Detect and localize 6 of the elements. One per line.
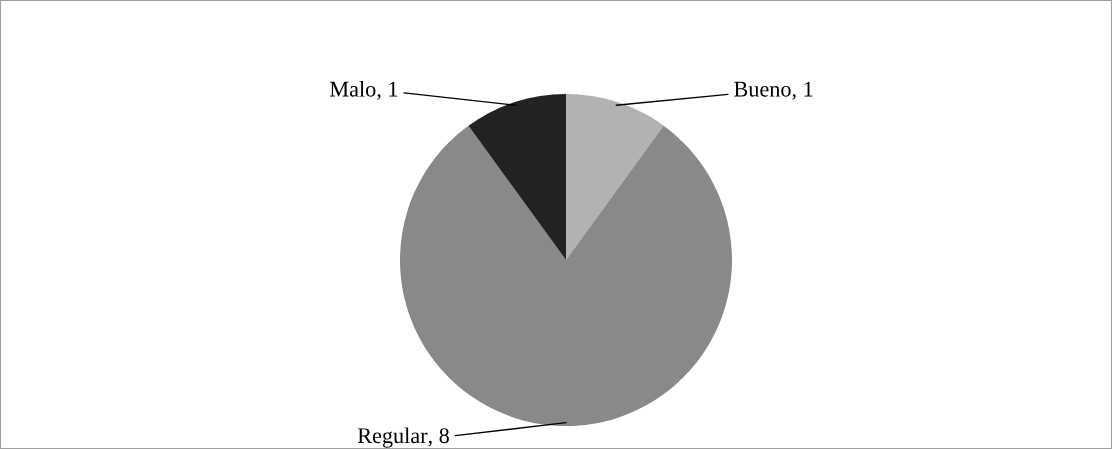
slice-label: Bueno <box>734 81 791 97</box>
slice-label: Regular <box>357 427 428 448</box>
data-label: , 1 <box>792 81 813 100</box>
slice-label: Malo <box>330 81 376 97</box>
data-label: , 8 <box>428 428 449 447</box>
data-label: , 1 <box>377 81 398 100</box>
